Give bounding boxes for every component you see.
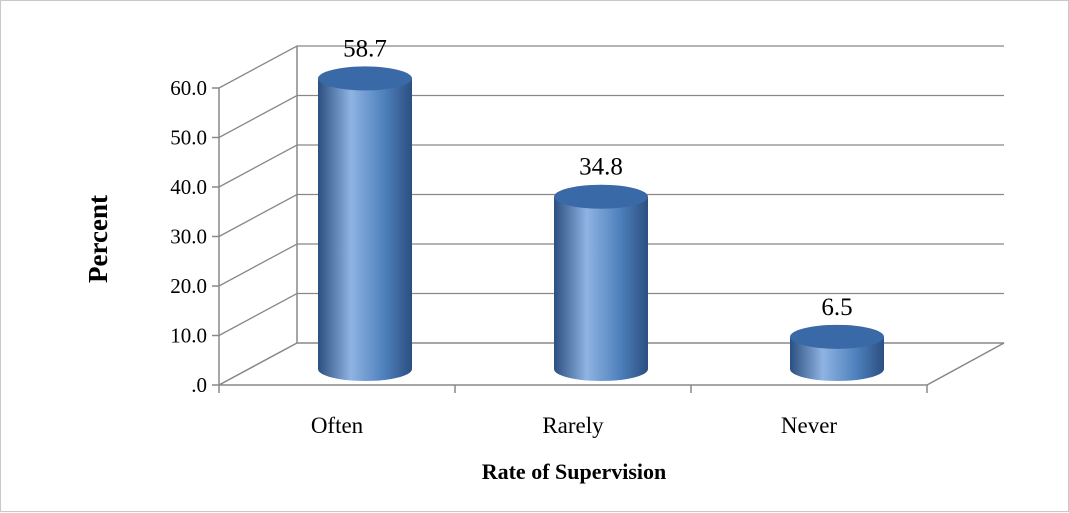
bar-rarely — [554, 184, 648, 381]
bar-top — [318, 66, 412, 91]
bar-body — [554, 196, 648, 381]
labels: .0 10.0 20.0 30.0 40.0 50.0 60.0 58.7 Often 34.8 R… — [170, 35, 852, 438]
y-tick-label: 10.0 — [170, 324, 207, 348]
data-label: 34.8 — [579, 154, 623, 181]
x-axis-title: Rate of Supervision — [482, 459, 667, 484]
data-label: 6.5 — [821, 294, 852, 321]
bar-body — [790, 336, 884, 381]
x-category-label: Often — [311, 413, 364, 438]
axes — [212, 46, 1005, 393]
x-category-label: Never — [781, 413, 838, 438]
y-tick-label: 20.0 — [170, 274, 207, 298]
y-axis-title: Percent — [83, 195, 113, 283]
bar-body — [318, 78, 412, 381]
x-category-label: Rarely — [542, 413, 604, 438]
y-tick-label: .0 — [191, 373, 207, 397]
y-tick-label: 30.0 — [170, 225, 207, 249]
data-label: 58.7 — [343, 35, 387, 62]
bar-top — [554, 184, 648, 209]
bars — [318, 66, 884, 381]
y-tick-label: 50.0 — [170, 126, 207, 150]
bar-never — [790, 324, 884, 381]
y-tick-label: 40.0 — [170, 175, 207, 199]
bar-often — [318, 66, 412, 381]
bar-top — [790, 324, 884, 349]
y-tick-label: 60.0 — [170, 76, 207, 100]
